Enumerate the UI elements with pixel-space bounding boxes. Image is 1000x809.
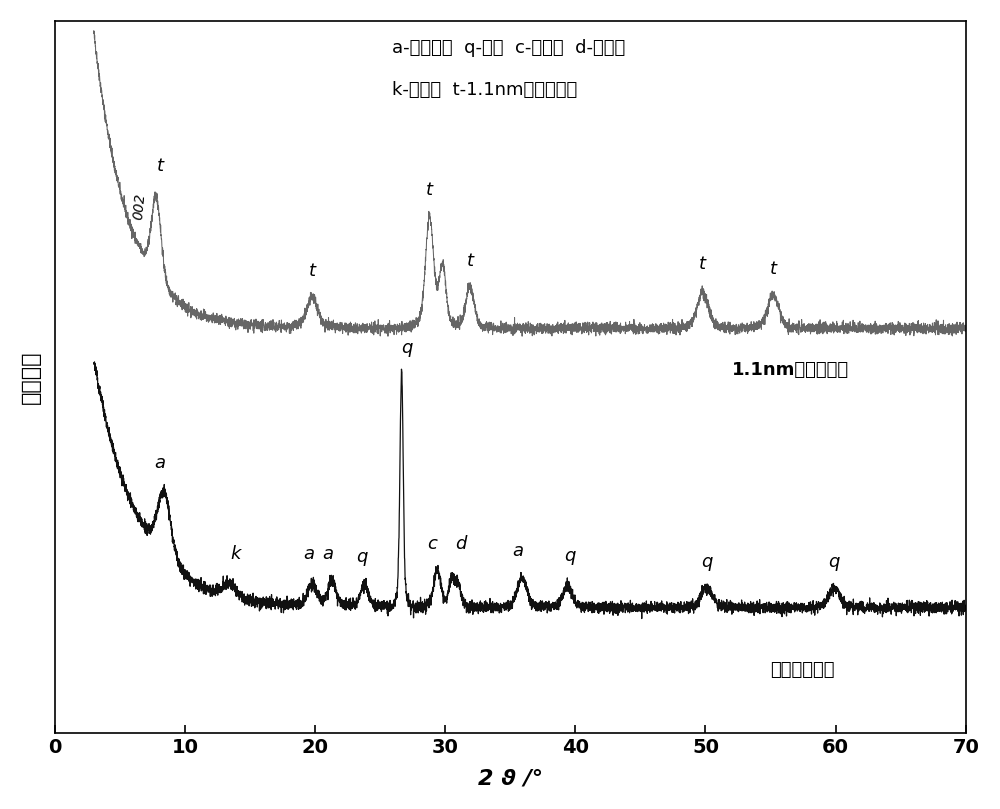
- Text: a: a: [513, 542, 524, 560]
- Text: 002: 002: [131, 193, 147, 220]
- Text: d: d: [455, 535, 466, 553]
- Text: k: k: [230, 545, 241, 563]
- Text: q: q: [829, 553, 840, 571]
- Text: t: t: [466, 252, 473, 270]
- Text: a: a: [155, 454, 166, 472]
- Text: t: t: [157, 157, 164, 175]
- Text: a-凹凸棒石  q-石英  c-方解石  d-白云石: a-凹凸棒石 q-石英 c-方解石 d-白云石: [392, 39, 625, 57]
- Text: t: t: [309, 262, 316, 280]
- Text: a: a: [303, 544, 314, 562]
- Text: q: q: [564, 548, 576, 565]
- Text: q: q: [701, 553, 712, 571]
- Text: t: t: [699, 256, 706, 273]
- Text: q: q: [356, 548, 368, 565]
- Text: c: c: [427, 535, 437, 553]
- Y-axis label: 相对强度: 相对强度: [21, 350, 41, 404]
- Text: k-高岭石  t-1.1nm托贝莫来石: k-高岭石 t-1.1nm托贝莫来石: [392, 82, 577, 100]
- Text: t: t: [426, 181, 433, 199]
- Text: q: q: [401, 339, 412, 357]
- Text: 1.1nm托贝莫来石: 1.1nm托贝莫来石: [731, 361, 849, 379]
- Text: t: t: [770, 260, 777, 278]
- Text: a: a: [323, 544, 334, 562]
- X-axis label: 2 ϑ /°: 2 ϑ /°: [478, 769, 543, 788]
- Text: 凹凸棒石黏土: 凹凸棒石黏土: [771, 661, 835, 680]
